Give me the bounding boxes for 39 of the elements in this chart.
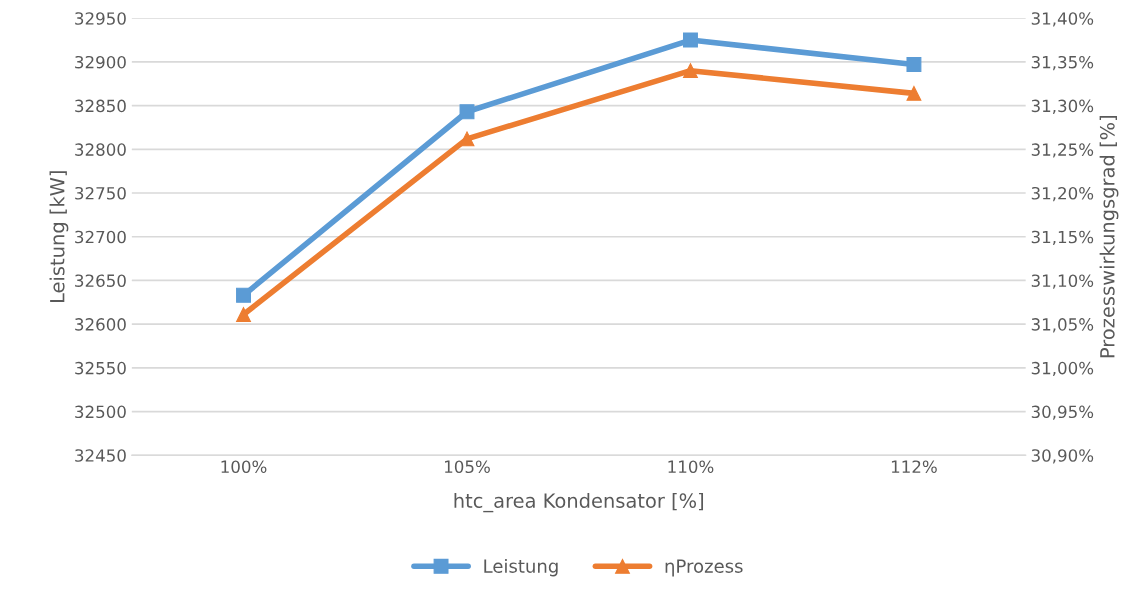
y2-tick-label: 30,90% [1031, 449, 1094, 464]
y-tick-label: 32550 [75, 361, 126, 375]
y2-tick-label: 31,25% [1031, 143, 1094, 158]
x-tick-label: 110% [668, 460, 714, 474]
y2-tick-label: 30,95% [1031, 405, 1094, 420]
y-tick-label: 32700 [75, 230, 126, 244]
y-tick-label: 32500 [75, 405, 126, 419]
y-tick-label: 32750 [75, 186, 126, 200]
point [459, 131, 475, 147]
y2-tick-label: 31,30% [1031, 99, 1094, 114]
legend-label: Leistung [484, 558, 558, 577]
y-tick-label: 32850 [75, 99, 126, 113]
y2-tick-label: 31,35% [1031, 55, 1094, 71]
point [683, 63, 698, 79]
x-tick-label: 105% [445, 460, 490, 474]
y2-axis-title: Prozesswirkungsgrad [%] [1099, 116, 1119, 358]
point [236, 287, 251, 303]
y2-tick-label: 31,15% [1031, 230, 1094, 245]
y2-tick-label: 31,40% [1031, 12, 1094, 27]
y-tick-label: 32600 [75, 318, 126, 331]
y-tick-label: 32800 [75, 143, 126, 156]
legend-label: ηProzess [665, 559, 743, 577]
y-axis-title: Leistung [kW] [49, 171, 69, 303]
point [236, 307, 251, 322]
y2-tick-label: 31,05% [1031, 318, 1094, 333]
y-tick-label: 32450 [75, 449, 126, 462]
y2-tick-label: 31,20% [1031, 186, 1094, 202]
x-tick-label: 100% [221, 460, 267, 474]
y2-tick-label: 31,00% [1031, 361, 1094, 377]
y-tick-label: 32950 [75, 12, 126, 25]
y2-tick-label: 31,10% [1031, 274, 1094, 289]
point [906, 57, 922, 72]
point [459, 104, 475, 120]
y-tick-label: 32650 [75, 274, 126, 287]
x-tick-label: 112% [891, 460, 937, 474]
y-tick-label: 32900 [75, 55, 126, 69]
x-axis-title: htc_area Kondensator [%] [454, 492, 704, 513]
point [906, 85, 922, 101]
point [683, 32, 698, 48]
